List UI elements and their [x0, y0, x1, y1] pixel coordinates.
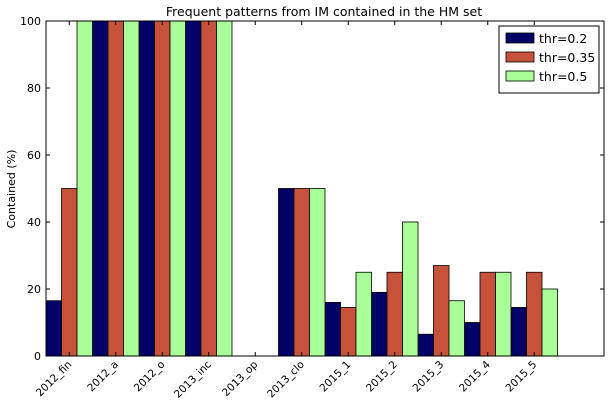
bar-2015_3-series-3 — [448, 300, 465, 357]
legend-label-1: thr=0.2 — [539, 31, 587, 46]
x-tick-label-2015_1: 2015_1 — [318, 359, 354, 395]
bar-2013_clo-series-3 — [309, 188, 326, 357]
bar-2013_inc-series-3 — [216, 20, 233, 357]
bar-2012_o-series-2 — [154, 20, 171, 357]
bar-2012_a-series-2 — [107, 20, 124, 357]
bar-2012_fin-series-1 — [45, 300, 62, 357]
bar-2015_2-series-1 — [371, 291, 388, 357]
bar-2013_clo-series-2 — [293, 188, 310, 357]
legend-swatch-1 — [505, 32, 535, 44]
bar-2015_1-series-1 — [324, 301, 341, 357]
bar-2013_inc-series-1 — [185, 20, 202, 357]
bar-2012_o-series-1 — [138, 20, 155, 357]
bar-2015_1-series-2 — [340, 307, 357, 357]
x-tick-label-2015_3: 2015_3 — [411, 359, 447, 395]
legend: thr=0.2 thr=0.35 thr=0.5 — [498, 25, 600, 94]
axes-frame — [45, 20, 605, 357]
bar-2015_4-series-2 — [479, 271, 496, 357]
y-axis-label: Contained (%) — [5, 150, 18, 229]
bar-2015_5-series-3 — [541, 288, 558, 357]
bar-2015_3-series-1 — [417, 333, 434, 357]
bar-2012_fin-series-3 — [76, 20, 93, 357]
y-tick-label: 60 — [27, 149, 41, 162]
y-tick-label: 20 — [27, 283, 41, 296]
bar-2015_1-series-3 — [355, 271, 372, 357]
x-tick-label-2015_2: 2015_2 — [364, 359, 400, 395]
bar-2015_5-series-2 — [526, 271, 543, 357]
legend-swatch-3 — [505, 70, 535, 82]
legend-label-2: thr=0.35 — [539, 50, 595, 65]
bar-2015_4-series-3 — [495, 271, 512, 357]
x-tick-label-2012_a: 2012_a — [85, 359, 121, 395]
y-tick-label: 80 — [27, 82, 41, 95]
x-tick-label-2015_5: 2015_5 — [504, 359, 540, 395]
x-tick-label-2013_clo: 2013_clo — [265, 359, 307, 401]
bar-2015_4-series-1 — [464, 322, 481, 357]
bar-2015_3-series-2 — [433, 265, 450, 357]
bar-2013_inc-series-2 — [200, 20, 217, 357]
x-tick-label-2012_fin: 2012_fin — [34, 359, 74, 399]
x-tick-label-2015_4: 2015_4 — [457, 358, 493, 394]
bar-2015_2-series-3 — [402, 221, 419, 357]
chart-title: Frequent patterns from IM contained in t… — [166, 4, 482, 19]
bar-2015_5-series-1 — [510, 307, 527, 357]
bar-2012_a-series-1 — [92, 20, 109, 357]
x-tick-label-2013_op: 2013_op — [220, 358, 261, 399]
legend-swatch-2 — [505, 51, 535, 63]
legend-label-3: thr=0.5 — [539, 69, 587, 84]
y-tick-label: 100 — [20, 15, 41, 28]
x-tick-label-2012_o: 2012_o — [132, 359, 168, 395]
y-tick-label: 40 — [27, 216, 41, 229]
y-tick-label: 0 — [34, 350, 41, 363]
bar-2012_fin-series-2 — [61, 188, 78, 357]
x-tick-label-2013_inc: 2013_inc — [172, 358, 214, 400]
bar-2013_clo-series-1 — [278, 188, 295, 357]
bar-2012_o-series-3 — [169, 20, 186, 357]
bar-2015_2-series-2 — [386, 271, 403, 357]
bar-2012_a-series-3 — [123, 20, 140, 357]
